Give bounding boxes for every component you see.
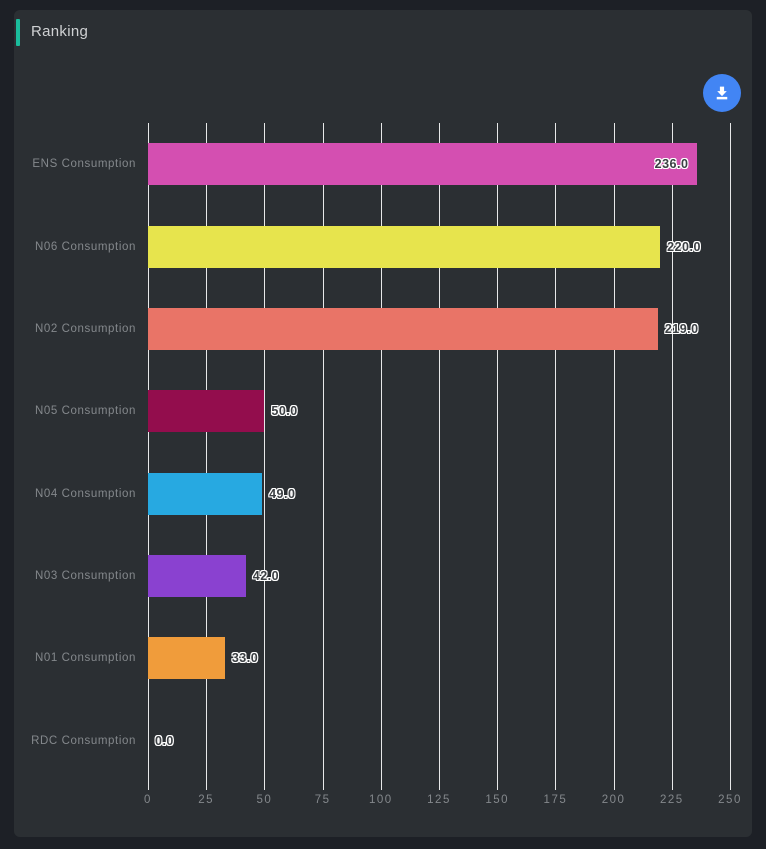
value-label: 49.0 [269, 486, 296, 501]
axis-tick [671, 782, 673, 790]
axis-tick-label: 75 [314, 794, 331, 806]
axis-tick [439, 782, 440, 790]
category-label: N03 Consumption [34, 570, 136, 583]
category-label: RDC Consumption [31, 734, 136, 747]
category-label: ENS Consumption [32, 158, 136, 171]
axis-tick-label: 175 [543, 794, 568, 806]
gridline [380, 123, 382, 782]
value-label: 236.0 [654, 157, 689, 172]
gridline [730, 123, 731, 782]
bar[interactable] [148, 637, 225, 680]
value-label: 0.0 [155, 733, 174, 748]
ranking-card: Ranking 0 25 50 75 100 125 150 175 200 225 250 ENS … [14, 10, 752, 837]
download-button[interactable] [703, 74, 741, 112]
axis-tick-label: 0 [144, 794, 152, 806]
bar-chart: 0 25 50 75 100 125 150 175 200 225 250 ENS Consumpt… [14, 10, 752, 837]
axis-tick [730, 782, 731, 790]
gridline [264, 123, 266, 782]
bar[interactable] [148, 143, 698, 186]
value-label: 219.0 [664, 321, 699, 336]
category-label: N04 Consumption [34, 487, 136, 500]
bar[interactable] [148, 225, 661, 268]
axis-tick [322, 782, 324, 790]
value-label: 220.0 [667, 239, 701, 254]
bar[interactable] [148, 555, 246, 598]
axis-tick-label: 150 [485, 794, 510, 806]
category-label: N06 Consumption [34, 240, 136, 253]
bar[interactable] [148, 472, 263, 515]
axis-tick-label: 250 [718, 794, 742, 806]
download-icon [716, 86, 728, 100]
bar[interactable] [148, 390, 265, 433]
value-label: 42.0 [252, 569, 280, 584]
gridline [322, 123, 324, 782]
value-label: 33.0 [231, 651, 259, 666]
gridline [439, 123, 440, 782]
category-label: N05 Consumption [34, 405, 136, 418]
gridline [613, 123, 615, 782]
axis-tick-label: 125 [427, 794, 451, 806]
gridline [206, 123, 208, 782]
bar[interactable] [148, 307, 658, 350]
gridline [671, 123, 673, 782]
axis-tick-label: 100 [368, 794, 393, 806]
axis-tick [613, 782, 615, 790]
title-accent-bar [16, 19, 20, 46]
axis-tick [148, 782, 149, 790]
axis-tick-label: 200 [601, 794, 626, 806]
axis-tick [206, 782, 208, 790]
value-label: 50.0 [271, 404, 298, 419]
axis-tick [555, 782, 557, 790]
axis-tick [497, 782, 499, 790]
axis-tick-label: 225 [659, 794, 684, 806]
card-header: Ranking [14, 10, 752, 66]
gridline [497, 123, 499, 782]
card-title: Ranking [31, 23, 89, 40]
axis-tick-label: 25 [198, 794, 215, 806]
axis-tick-label: 50 [256, 794, 273, 806]
gridline [148, 123, 149, 782]
axis-tick [380, 782, 382, 790]
category-label: N01 Consumption [34, 652, 136, 665]
gridline [555, 123, 557, 782]
category-label: N02 Consumption [34, 322, 136, 335]
axis-tick [264, 782, 266, 790]
